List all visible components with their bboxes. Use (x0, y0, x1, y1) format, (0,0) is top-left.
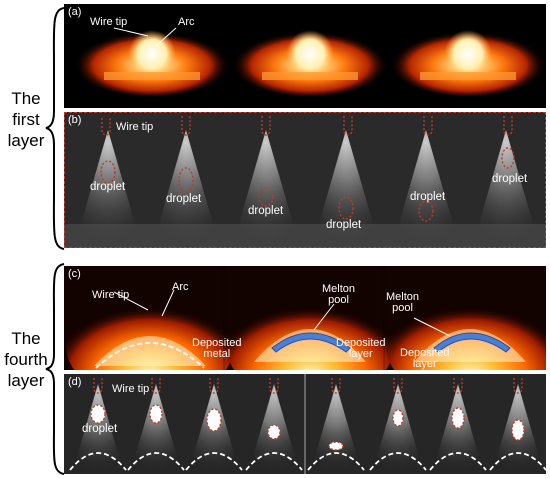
melton-pool-label-2: Melton pool (386, 291, 420, 314)
deposited-outlines-d (69, 452, 546, 471)
droplet-label-b2: droplet (166, 193, 202, 205)
wire-tip-label-c: Wire tip (92, 289, 130, 301)
panel-d-droplet-images: (d) Wire tip droplet (64, 374, 546, 474)
arc-label-c: Arc (172, 281, 189, 293)
first-layer-brace (45, 7, 65, 250)
wire-tip-outlines-d (93, 378, 523, 394)
panel-b-droplet-images: (b) Wire tip droplet droplet droplet dro… (64, 112, 546, 248)
arc-dome-1 (66, 290, 234, 370)
wire-tip-outlines (101, 116, 513, 136)
first-layer-label: The first layer (7, 89, 45, 150)
droplet-label-b6: droplet (492, 173, 528, 185)
panel-a-tag: (a) (68, 6, 82, 18)
droplet-label-b1: droplet (90, 181, 126, 193)
melton-pool-shape-2 (433, 332, 511, 353)
wire-tip-label-a: Wire tip (90, 16, 128, 28)
droplet-frames (64, 130, 546, 248)
arc-image-3 (390, 28, 546, 96)
droplet-label-b4: droplet (326, 219, 362, 231)
melton-pool-shape-1 (271, 332, 351, 353)
panel-c-arc-images: (c) Wire tip Arc Deposited metal Melton po… (64, 266, 546, 370)
fourth-layer-label: The fourth layer (4, 329, 48, 390)
wire-tip-label-d: Wire tip (112, 383, 150, 395)
droplet-label-b3: droplet (248, 205, 284, 217)
droplet-label-b5: droplet (410, 191, 446, 203)
melton-pool-label-1: Melton pool (322, 283, 356, 306)
fourth-layer-brace (45, 263, 65, 475)
arc-dome-2 (226, 290, 394, 370)
panel-b-tag: (b) (68, 114, 82, 126)
arc-image-1 (74, 28, 230, 96)
panel-c-tag: (c) (68, 268, 81, 280)
wire-tip-label-b: Wire tip (116, 121, 154, 133)
deposited-metal-outline (95, 342, 205, 369)
droplet-frames-d (72, 384, 544, 474)
deposited-metal-label: Deposited metal (192, 337, 242, 360)
droplet-label-d: droplet (82, 423, 118, 435)
droplet-outlines-d (90, 404, 525, 451)
arc-image-2 (232, 28, 388, 96)
panel-d-tag: (d) (68, 376, 82, 388)
arc-label-a: Arc (178, 16, 195, 28)
panel-a-arc-images: (a) Wire tip Arc (64, 4, 546, 108)
deposited-layer-label-1: Deposited layer (336, 337, 386, 360)
deposited-layer-label-2: Deposited layer (400, 347, 450, 370)
droplet-outlines (100, 147, 515, 222)
